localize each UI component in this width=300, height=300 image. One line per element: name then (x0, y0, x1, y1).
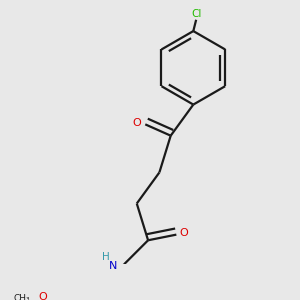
Text: N: N (109, 261, 117, 271)
Text: Cl: Cl (191, 9, 201, 19)
Text: O: O (132, 118, 141, 128)
Text: O: O (38, 292, 47, 300)
Text: CH₃: CH₃ (14, 294, 30, 300)
Text: H: H (102, 252, 110, 262)
Text: O: O (179, 228, 188, 238)
